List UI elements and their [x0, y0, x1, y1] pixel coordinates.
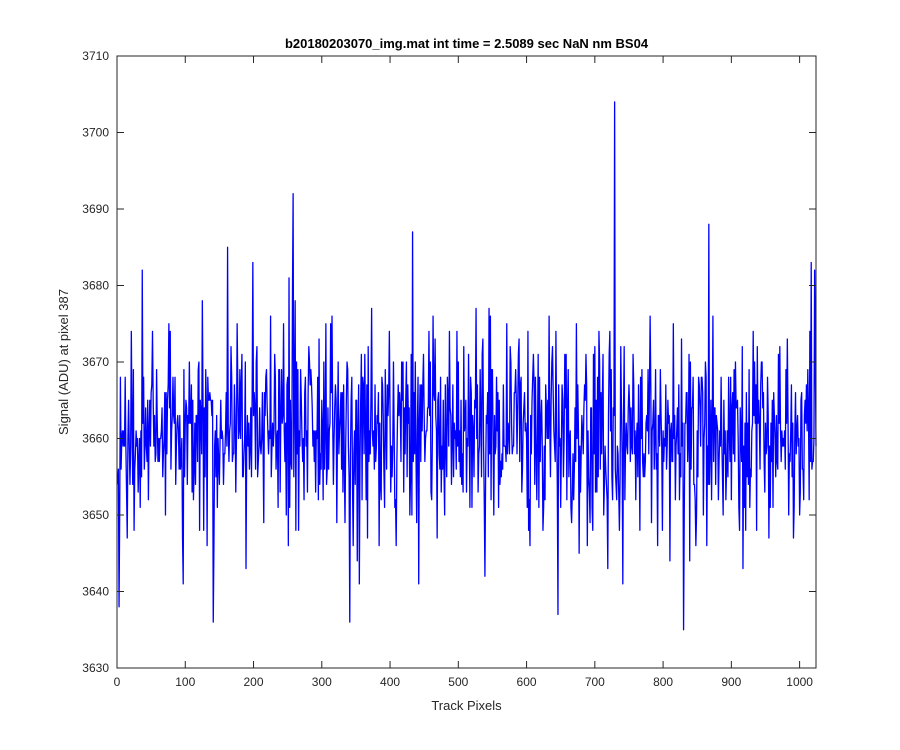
x-tick-label: 900: [721, 675, 741, 689]
x-tick-label: 800: [653, 675, 673, 689]
plot-area: [117, 56, 816, 668]
y-tick-label: 3630: [82, 661, 109, 675]
x-tick-label: 300: [312, 675, 332, 689]
y-tick-label: 3650: [82, 508, 109, 522]
x-tick-label: 0: [114, 675, 121, 689]
series-layer: [117, 101, 817, 631]
signal-series-line: [117, 101, 817, 631]
y-tick-label: 3660: [82, 432, 109, 446]
y-tick-label: 3680: [82, 279, 109, 293]
y-tick-label: 3710: [82, 49, 109, 63]
x-axis-label: Track Pixels: [431, 698, 502, 713]
ticks-layer: 0 100 200 300 400 500 600 700 800 900 1000 3630 3640…: [82, 49, 816, 689]
y-tick-label: 3670: [82, 355, 109, 369]
x-tick-label: 700: [585, 675, 605, 689]
x-tick-label: 500: [448, 675, 468, 689]
x-tick-label: 200: [244, 675, 264, 689]
x-tick-label: 100: [175, 675, 195, 689]
y-tick-label: 3690: [82, 202, 109, 216]
chart-title: b20180203070_img.mat int time = 2.5089 s…: [285, 36, 649, 51]
x-tick-label: 400: [380, 675, 400, 689]
y-tick-label: 3700: [82, 126, 109, 140]
y-axis-label: Signal (ADU) at pixel 387: [56, 289, 71, 435]
y-tick-label: 3640: [82, 585, 109, 599]
x-tick-label: 1000: [786, 675, 813, 689]
x-tick-label: 600: [517, 675, 537, 689]
